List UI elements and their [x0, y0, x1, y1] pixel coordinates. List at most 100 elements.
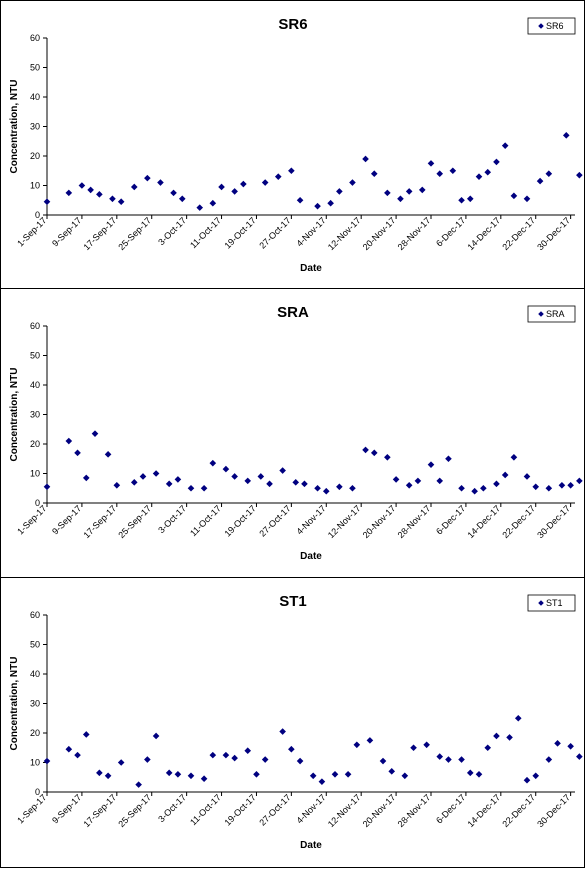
x-tick-label: 12-Nov-17 [326, 503, 363, 540]
x-tick-label: 6-Dec-17 [434, 215, 467, 248]
data-point [130, 183, 138, 191]
data-point [471, 487, 478, 495]
legend-label: SRA [546, 309, 565, 319]
data-point [401, 772, 409, 780]
y-tick-label: 10 [30, 181, 40, 191]
data-point [475, 173, 483, 180]
data-point [209, 751, 217, 759]
y-axis-label: Concentration, NTU [9, 80, 20, 174]
data-point [144, 174, 151, 182]
data-point [196, 204, 204, 211]
x-tick-label: 4-Nov-17 [294, 503, 327, 536]
x-tick-label: 1-Sep-17 [15, 215, 48, 248]
legend-box [527, 305, 576, 323]
x-tick-label: 17-Sep-17 [81, 503, 118, 540]
data-point [82, 731, 90, 738]
data-point [532, 772, 540, 780]
data-point [135, 781, 142, 788]
x-tick-label: 6-Dec-17 [434, 792, 467, 825]
data-point [567, 742, 574, 750]
x-tick-label: 11-Oct-17 [188, 792, 223, 827]
data-point [480, 484, 487, 492]
data-point [366, 737, 374, 744]
data-point [493, 480, 500, 488]
data-point [532, 483, 540, 491]
y-tick-label: 30 [30, 410, 40, 420]
data-point [545, 484, 553, 492]
x-axis-label: Date [300, 551, 322, 562]
x-tick-label: 4-Nov-17 [294, 215, 327, 248]
data-point [117, 759, 125, 766]
data-point [309, 772, 317, 780]
data-point [576, 477, 583, 485]
chart-svg: SRA 0 10 20 30 40 50 60 1-Sep-17 9-Sep-1717-Sep-1… [9, 304, 585, 562]
data-point [384, 189, 391, 197]
data-point [165, 480, 173, 488]
x-tick-label: 22-Dec-17 [500, 215, 537, 252]
y-tick-label: 20 [30, 439, 40, 449]
data-point [554, 740, 561, 747]
x-tick-label: 12-Nov-17 [326, 215, 363, 252]
data-point [65, 745, 73, 753]
data-point [362, 446, 369, 454]
x-axis-label: Date [300, 263, 322, 274]
y-tick-label: 50 [30, 63, 40, 73]
data-point [536, 177, 544, 185]
x-tick-label: 14-Dec-17 [465, 503, 502, 540]
x-tick-label: 11-Oct-17 [188, 215, 223, 250]
x-tick-label: 6-Dec-17 [434, 503, 467, 536]
data-point [314, 484, 321, 492]
data-point [65, 437, 73, 445]
data-point [362, 155, 369, 163]
data-point [87, 186, 94, 194]
y-tick-label: 30 [30, 699, 40, 709]
x-axis-label: Date [300, 840, 322, 851]
data-point [109, 195, 116, 203]
data-point [388, 768, 396, 775]
y-tick-label: 60 [30, 610, 40, 620]
x-tick-label: 3-Oct-17 [156, 503, 188, 535]
data-point [187, 772, 195, 780]
data-point [336, 188, 343, 195]
data-point [174, 476, 182, 483]
data-point [327, 199, 334, 207]
y-tick-label: 0 [35, 498, 40, 508]
data-point [384, 453, 391, 461]
data-point [349, 179, 356, 186]
y-axis-label: Concentration, NTU [9, 368, 20, 462]
data-point [113, 482, 121, 489]
y-tick-label: 20 [30, 728, 40, 738]
data-point [436, 753, 444, 760]
y-tick-label: 20 [30, 151, 40, 161]
data-point [209, 199, 217, 207]
data-point [152, 470, 160, 477]
data-point [558, 482, 566, 489]
x-tick-label: 27-Oct-17 [257, 792, 292, 827]
legend-box [527, 594, 576, 612]
data-point [344, 771, 352, 778]
x-tick-label: 4-Nov-17 [294, 792, 327, 825]
legend-marker [538, 311, 544, 317]
data-point [274, 173, 282, 180]
data-point [501, 142, 509, 149]
data-point [322, 487, 330, 495]
data-point [91, 430, 99, 437]
y-tick-label: 60 [30, 33, 40, 43]
data-point [458, 484, 465, 492]
data-point [266, 480, 273, 488]
data-point [523, 195, 531, 203]
y-tick-label: 10 [30, 469, 40, 479]
data-point [493, 732, 500, 740]
data-point [436, 477, 444, 485]
data-point [458, 756, 465, 763]
x-tick-label: 30-Dec-17 [535, 215, 572, 252]
data-point [43, 483, 51, 491]
x-tick-label: 25-Sep-17 [116, 503, 153, 540]
chart-title: SR6 [278, 16, 307, 33]
y-tick-label: 10 [30, 758, 40, 768]
data-point [523, 473, 531, 480]
x-tick-label: 25-Sep-17 [116, 792, 153, 829]
x-tick-label: 28-Nov-17 [396, 503, 433, 540]
x-tick-label: 19-Oct-17 [222, 215, 257, 250]
data-point [336, 483, 343, 491]
